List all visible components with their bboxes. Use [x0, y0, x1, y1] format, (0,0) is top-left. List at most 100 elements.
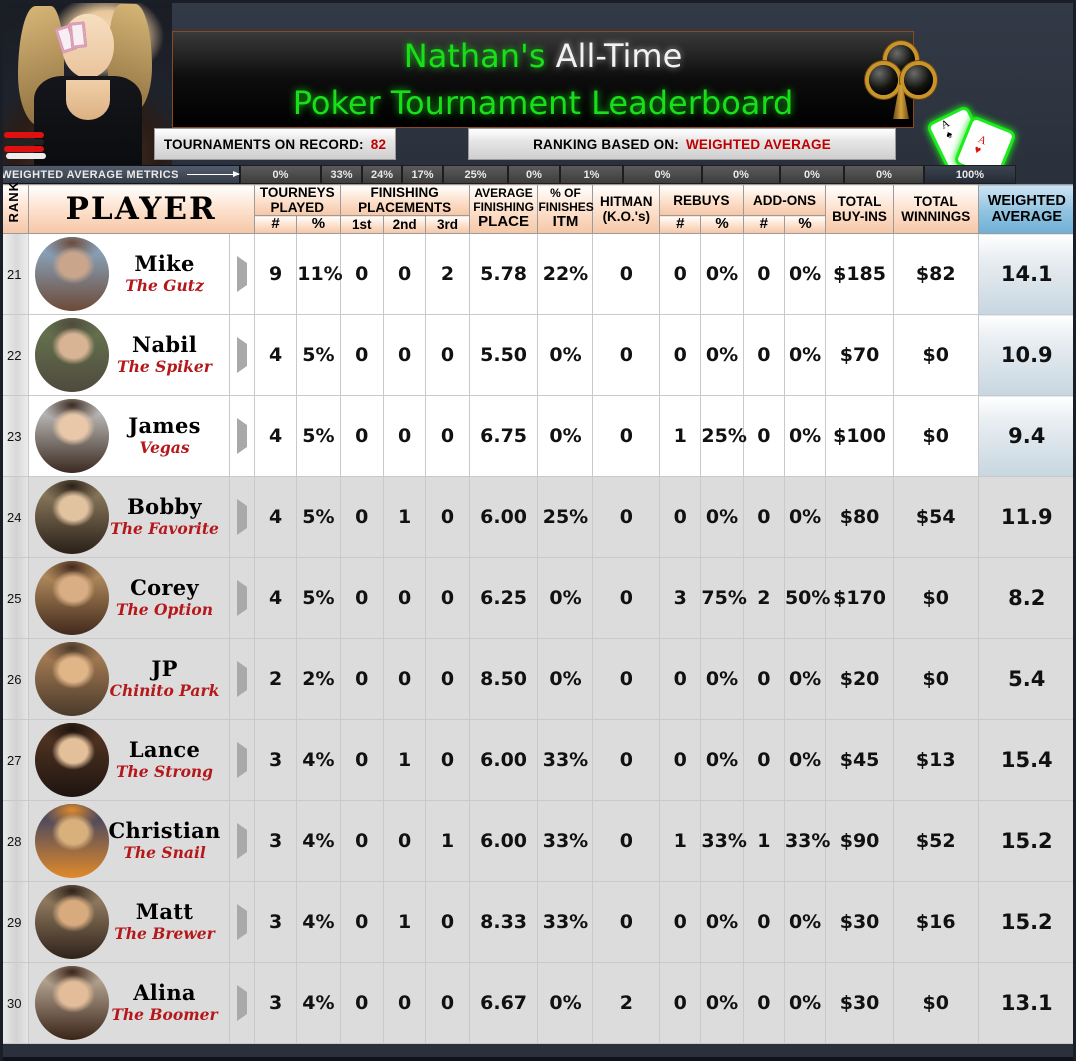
expand-row-button[interactable] — [228, 476, 255, 559]
table-row[interactable]: 27 Lance The Strong 3 4% 0 1 0 6.00 33% 0 0 0% 0 0%… — [0, 719, 1076, 802]
cell-rank: 22 — [0, 314, 29, 397]
th-rebuys-pct[interactable]: % — [700, 215, 744, 235]
th-tourneys-num[interactable]: # — [253, 215, 298, 235]
expand-row-button[interactable] — [228, 557, 255, 640]
cell-addons-pct: 50% — [783, 557, 830, 640]
player-name: Nabil — [132, 332, 197, 358]
cell-itm: 22% — [537, 233, 594, 316]
player-nickname: The Gutz — [125, 276, 204, 296]
cell-player[interactable]: Corey The Option — [27, 557, 230, 640]
th-hitman[interactable]: HITMAN (K.O.'s) — [592, 183, 661, 235]
cell-avg-place: 5.50 — [468, 314, 539, 397]
avatar — [34, 318, 109, 393]
cell-player[interactable]: Mike The Gutz — [27, 233, 230, 316]
cell-itm: 33% — [537, 719, 594, 802]
cell-total-winnings: $0 — [892, 314, 979, 397]
table-row[interactable]: 21 Mike The Gutz 9 11% 0 0 2 5.78 22% 0 0 0% 0 0% $1… — [0, 233, 1076, 316]
th-player[interactable]: PLAYER — [27, 183, 255, 235]
cell-tourneys-pct: 11% — [296, 233, 343, 316]
table-body: 21 Mike The Gutz 9 11% 0 0 2 5.78 22% 0 0 0% 0 0% $1… — [0, 233, 1076, 1045]
frame-bottom — [0, 1057, 1076, 1061]
cell-third: 0 — [425, 962, 470, 1045]
expand-row-button[interactable] — [228, 395, 255, 478]
th-total-winnings[interactable]: TOTAL WINNINGS — [892, 183, 979, 235]
table-row[interactable]: 26 JP Chinito Park 2 2% 0 0 0 8.50 0% 0 0 0% 0 0% $2… — [0, 638, 1076, 721]
cell-tourneys-pct: 2% — [296, 638, 341, 721]
metric-2nd: 24% — [362, 165, 402, 184]
th-second[interactable]: 2nd — [382, 215, 427, 235]
cell-weighted-average: 15.2 — [977, 881, 1076, 964]
cell-player[interactable]: Alina The Boomer — [27, 962, 230, 1045]
player-nickname: The Snail — [123, 843, 206, 863]
cell-first: 0 — [339, 800, 384, 883]
table-row[interactable]: 24 Bobby The Favorite 4 5% 0 1 0 6.00 25% 0 0 0% 0… — [0, 476, 1076, 559]
expand-row-button[interactable] — [228, 314, 255, 397]
expand-row-button[interactable] — [228, 719, 255, 802]
cell-rebuys-pct: 0% — [700, 881, 744, 964]
cell-player[interactable]: Nabil The Spiker — [27, 314, 230, 397]
th-addons: ADD-ONS — [742, 183, 827, 217]
cell-rebuys-pct: 0% — [700, 314, 744, 397]
th-average-finishing-place[interactable]: AVERAGE FINISHING PLACE — [468, 183, 539, 235]
th-addons-pct[interactable]: % — [783, 215, 827, 235]
th-addons-num[interactable]: # — [742, 215, 785, 235]
th-tourneys-pct[interactable]: % — [296, 215, 341, 235]
cell-total-winnings: $0 — [892, 638, 979, 721]
th-rebuys-num[interactable]: # — [659, 215, 702, 235]
cell-total-buyins: $30 — [825, 962, 894, 1045]
expand-row-button[interactable] — [228, 800, 255, 883]
cell-player[interactable]: Christian The Snail — [27, 800, 230, 883]
cell-rank: 24 — [0, 476, 29, 559]
cell-player[interactable]: Bobby The Favorite — [27, 476, 230, 559]
th-total-buyins[interactable]: TOTAL BUY-INS — [825, 183, 894, 235]
player-nickname: Chinito Park — [109, 681, 220, 701]
ranking-value: WEIGHTED AVERAGE — [685, 136, 831, 152]
cell-hitman: 2 — [592, 962, 661, 1045]
table-row[interactable]: 23 James Vegas 4 5% 0 0 0 6.75 0% 0 1 25% 0 0% $100 $… — [0, 395, 1076, 478]
avatar — [34, 804, 109, 879]
cell-addons-pct: 0% — [783, 476, 827, 559]
title-plaque: Nathan's All-Time Poker Tournament Leade… — [172, 31, 914, 128]
ranking-based-on-box[interactable]: RANKING BASED ON: WEIGHTED AVERAGE — [468, 128, 896, 160]
cell-total-winnings: $82 — [892, 233, 979, 316]
tournaments-label: TOURNAMENTS ON RECORD: — [163, 136, 364, 152]
expand-row-button[interactable] — [228, 962, 255, 1045]
cell-hitman: 0 — [592, 557, 661, 640]
expand-row-button[interactable] — [228, 638, 255, 721]
cell-player[interactable]: JP Chinito Park — [27, 638, 230, 721]
table-row[interactable]: 22 Nabil The Spiker 4 5% 0 0 0 5.50 0% 0 0 0% 0 0% $… — [0, 314, 1076, 397]
table-row[interactable]: 30 Alina The Boomer 3 4% 0 0 0 6.67 0% 2 0 0% 0 0% $… — [0, 962, 1076, 1045]
player-name: Alina — [133, 980, 196, 1006]
cell-total-buyins: $100 — [825, 395, 894, 478]
expand-row-button[interactable] — [228, 233, 255, 316]
cell-second: 0 — [382, 395, 427, 478]
cell-rebuys-pct: 0% — [700, 233, 744, 316]
cell-third: 0 — [425, 395, 470, 478]
th-weighted-average[interactable]: WEIGHTED AVERAGE — [977, 183, 1076, 235]
cell-addons-pct: 0% — [783, 395, 827, 478]
cell-itm: 33% — [537, 881, 594, 964]
cell-tourneys-pct: 5% — [296, 476, 341, 559]
triangle-right-icon — [236, 904, 247, 941]
th-tourneys-played: TOURNEYS PLAYED — [253, 183, 341, 217]
cell-rebuys-pct: 25% — [700, 395, 747, 478]
title-line-1: Nathan's All-Time — [173, 37, 913, 75]
th-percent-itm[interactable]: % OF FINISHES ITM — [537, 183, 594, 235]
cell-player[interactable]: Lance The Strong — [27, 719, 230, 802]
table-row[interactable]: 25 Corey The Option 4 5% 0 0 0 6.25 0% 0 3 75% 2 50… — [0, 557, 1076, 640]
player-name: Bobby — [127, 494, 202, 520]
player-nickname: Vegas — [139, 438, 190, 458]
expand-row-button[interactable] — [228, 881, 255, 964]
cell-player[interactable]: Matt The Brewer — [27, 881, 230, 964]
table-row[interactable]: 29 Matt The Brewer 3 4% 0 1 0 8.33 33% 0 0 0% 0 0% $… — [0, 881, 1076, 964]
cell-tourneys-played: 4 — [253, 476, 298, 559]
th-third[interactable]: 3rd — [425, 215, 470, 235]
cell-first: 0 — [339, 395, 384, 478]
th-first[interactable]: 1st — [339, 215, 384, 235]
cell-rank: 29 — [0, 881, 29, 964]
metric-itm: 0% — [508, 165, 560, 184]
table-row[interactable]: 28 Christian The Snail 3 4% 0 0 1 6.00 33% 0 1 33… — [0, 800, 1076, 883]
th-rank[interactable]: RANK — [0, 181, 29, 235]
cell-player[interactable]: James Vegas — [27, 395, 230, 478]
cell-total-winnings: $16 — [892, 881, 979, 964]
